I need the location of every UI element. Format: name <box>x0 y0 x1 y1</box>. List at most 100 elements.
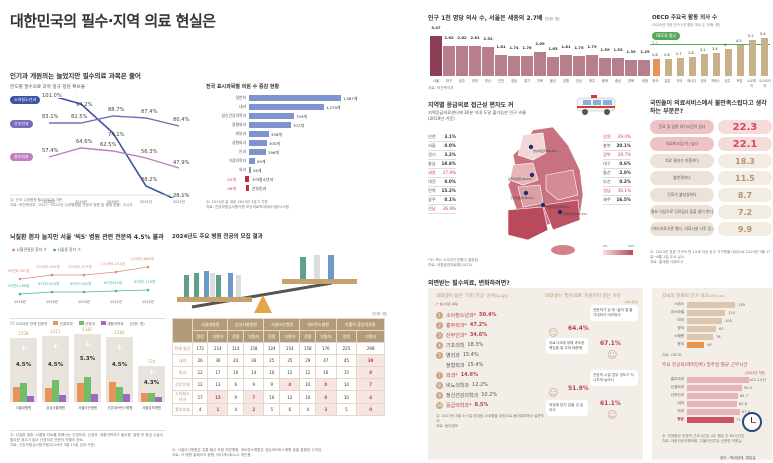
seesaw-illustration <box>172 245 387 313</box>
note-line: 주: 뇌질환 질환: 뇌졸중 치료를 위해서는 신경외과, 신경과, 재활의학과… <box>10 433 163 443</box>
region-name: 강원 <box>603 134 611 139</box>
rank-name: 비뇨의학과 <box>446 382 470 389</box>
region-list-right: 강원 29.4% 충북 20.1% 경북 29.7% 대구 0.6% 울산 2.0% 부산… <box>603 133 631 205</box>
x-tick: 삼성서울병원 <box>46 406 65 410</box>
rehab-bar <box>155 397 162 402</box>
map-marker-label: 군산의료원(36.4%) <box>510 196 534 200</box>
bar <box>687 302 735 308</box>
bar-label: 외과 <box>239 167 246 172</box>
region-name: 충남 <box>428 161 436 166</box>
value-label: 83.1% <box>42 114 59 120</box>
bar-label: 평균 <box>677 417 684 421</box>
x-tick: 영국 <box>700 79 707 83</box>
note-line: 주: 전체평균 전공의 근무시간은 4주 평균 주 80시간임. <box>662 434 746 438</box>
bar <box>560 55 572 76</box>
note-line: 자료: 건강보험심사평가원 보건의료빅데이터개방시스템 <box>206 205 289 210</box>
cell: 36 <box>207 354 229 367</box>
x-tick: 경북 <box>627 79 635 83</box>
percent-value: 4.3% <box>143 380 160 386</box>
chart-notes: *주: 또는 2023년 전원이 결정됨. 자료: 국립중앙의료원(2023) <box>428 258 479 268</box>
bar-value: 296개 <box>268 150 279 155</box>
cell: 35 <box>278 354 301 367</box>
bar-value: 1.75 <box>574 45 584 50</box>
clock-hand <box>751 422 756 423</box>
corner-cell <box>172 318 193 343</box>
bar <box>249 149 266 155</box>
rank-name: 외과* <box>446 372 458 379</box>
x-tick: 독일 <box>736 79 743 83</box>
cell: 4 <box>278 378 301 391</box>
value-label: 56.3% <box>141 149 158 155</box>
cell: 158 <box>242 342 265 355</box>
color-scale <box>603 250 633 255</box>
region-name: 대전 <box>428 179 436 184</box>
bar-value: 707개 <box>293 123 304 128</box>
clock-icon <box>742 412 762 432</box>
region-value: 0.6% <box>619 161 631 166</box>
x-tick: 울산 <box>549 79 557 83</box>
fee-bar-chart: 스위스 139 이스라엘 110 미국 100 영국 83 스웨덴 76 한국 … <box>660 302 770 352</box>
hospital-header: 삼성서울병원 <box>227 318 265 331</box>
doctors-bar-chart <box>428 30 638 76</box>
reasons-title: 의대생이 '필수의료' 지원하지 않는 이유 <box>545 294 621 299</box>
rank-number: 9 <box>436 391 443 399</box>
reason-bubble: 전문의가 된 후 '삶의 질'을 기대하기 어려워서 <box>590 305 638 322</box>
student-icon: ☺ <box>607 410 618 421</box>
rank-number: 5 <box>436 351 443 359</box>
bar <box>687 417 734 423</box>
item-label: 필요 이상으로 진료검사 등을 많이 한다 <box>650 205 714 219</box>
region-value: 0.0% <box>444 143 456 148</box>
rank-item: 9 정신건강의학과 10.2% <box>436 390 536 400</box>
unit-label: (단위: 명) <box>544 17 560 21</box>
x-tick: 2018년 <box>14 300 26 304</box>
bar <box>687 318 722 324</box>
legend-item: ● 뇌혈관질환 환자 수 <box>12 247 47 252</box>
bar-value: 1.79 <box>587 44 597 49</box>
subcol-header: 정원 <box>299 330 316 343</box>
value-label: 61만3,824명 <box>38 282 60 286</box>
rank-name: 응급의학과* <box>446 402 472 409</box>
neurology-bar <box>116 387 123 402</box>
x-tick: 호주 <box>724 79 731 83</box>
total-value: 724 <box>147 359 156 364</box>
rank-value: 8.5% <box>474 402 489 408</box>
clock-hand <box>751 417 752 423</box>
bar <box>687 377 749 383</box>
x-tick: 전남 <box>575 79 583 83</box>
map-marker-label: 성남의료원(30.3%) <box>533 149 557 153</box>
bar-value: 102.1시간 <box>749 378 766 382</box>
chart-notes: 주: 뇌질환 질환: 뇌졸중 치료를 위해서는 신경외과, 신경과, 재활의학과… <box>10 430 165 448</box>
cell: 4 <box>191 403 209 416</box>
x-tick: 서울성모병원 <box>142 406 161 410</box>
rank-value: 12.2% <box>472 382 488 388</box>
chart-notes: 자료: 보건복지부 <box>428 86 454 90</box>
bar <box>625 60 637 76</box>
bar-label: 미국 <box>677 318 684 322</box>
rehab-bar <box>91 394 98 402</box>
value-label: 96만8,367명 <box>8 269 30 273</box>
note-line: 자료: 각 병원 홈페이지 종합, 메디게이트뉴스 재인용. <box>172 453 252 458</box>
note-line: 주: 2023년 2월 소·7일 의대생 248명을 대상으로 동아일보에서 설… <box>436 414 545 424</box>
bar-value: 1.59 <box>600 47 610 52</box>
x-tick: 서울대병원 <box>15 406 32 410</box>
item-value: 18.3 <box>718 154 772 168</box>
neurology-bar <box>20 383 27 402</box>
note-line: 자료: 건강보험심사평가원(2024년 3월 15일 검색 기준) <box>10 443 96 448</box>
total-value: 1238 <box>18 331 29 336</box>
rank-number: 8 <box>436 381 443 389</box>
cell: 124 <box>263 342 280 355</box>
cell: 10 <box>299 390 316 404</box>
scale-max: 50% <box>628 244 635 248</box>
cell: 2 <box>242 403 265 416</box>
x-tick: 일본 <box>664 79 671 83</box>
region-row: 인천 3.1% <box>428 133 456 142</box>
item-label: 치료 결과가 미흡하다 <box>650 154 714 168</box>
rank-item: 2 흉부외과* 47.2% <box>436 320 536 330</box>
row-label: 산부인과 <box>172 378 193 391</box>
value-label: 62만342명 <box>104 281 123 285</box>
hours-title: 주요 전공의(레지던트) 일주일 평균 근무시간 <box>662 363 748 368</box>
map-marker-label: 남원의료원(28.7%) <box>546 205 570 209</box>
row-label: 내과 <box>172 354 193 367</box>
region-name: 충북 <box>603 143 611 148</box>
